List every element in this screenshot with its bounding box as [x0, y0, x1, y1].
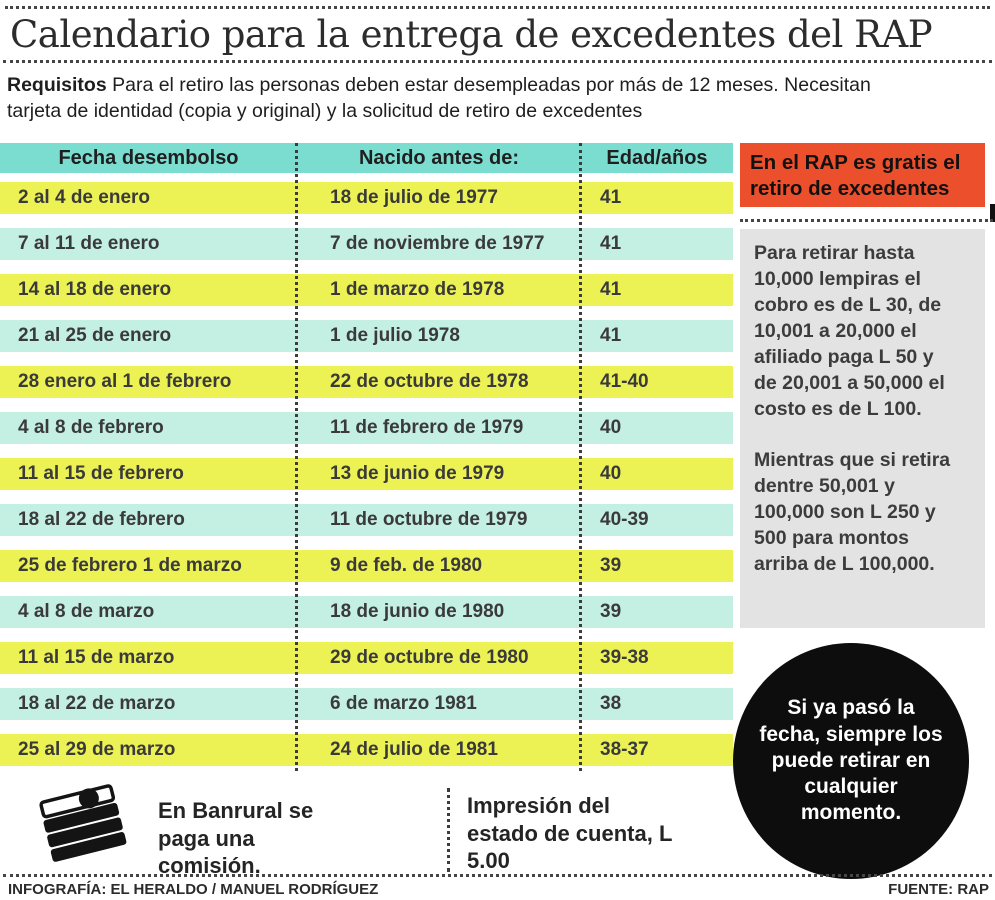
cell-nacido: 18 de junio de 1980 — [330, 601, 505, 622]
cell-edad: 41 — [600, 187, 622, 208]
cell-fecha: 18 al 22 de febrero — [18, 509, 185, 530]
table-row: 7 al 11 de enero 7 de noviembre de 1977 … — [0, 228, 733, 260]
table-row: 25 al 29 de marzo 24 de julio de 1981 38… — [0, 734, 733, 766]
cell-edad: 40 — [600, 463, 622, 484]
cell-edad: 39 — [600, 555, 622, 576]
column-separator-2 — [579, 143, 582, 771]
cell-nacido: 6 de marzo 1981 — [330, 693, 477, 714]
table-row: 11 al 15 de febrero 13 de junio de 1979 … — [0, 458, 733, 490]
table-row: 4 al 8 de febrero 11 de febrero de 1979 … — [0, 412, 733, 444]
cell-fecha: 11 al 15 de febrero — [18, 463, 184, 484]
cell-edad: 40-39 — [600, 509, 649, 530]
cell-edad: 41-40 — [600, 371, 649, 392]
title-dotted-rule — [3, 60, 992, 63]
table-row: 18 al 22 de febrero 11 de octubre de 197… — [0, 504, 733, 536]
circle-note: Si ya pasó la fecha, siempre los puede r… — [733, 643, 969, 879]
cell-fecha: 21 al 25 de enero — [18, 325, 172, 346]
cell-fecha: 25 de febrero 1 de marzo — [18, 555, 242, 576]
cell-edad: 41 — [600, 279, 622, 300]
cell-fecha: 4 al 8 de febrero — [18, 417, 164, 438]
table-row: 18 al 22 de marzo 6 de marzo 1981 38 — [0, 688, 733, 720]
cell-nacido: 11 de octubre de 1979 — [330, 509, 528, 530]
banrural-note: En Banrural se paga una comisión. — [158, 798, 314, 878]
cell-edad: 40 — [600, 417, 622, 438]
requirements-text: Requisitos Para el retiro las personas d… — [7, 72, 887, 125]
footer-credit: INFOGRAFÍA: EL HERALDO / MANUEL RODRÍGUE… — [8, 881, 379, 898]
cell-nacido: 1 de marzo de 1978 — [330, 279, 505, 300]
table-row: 11 al 15 de marzo 29 de octubre de 1980 … — [0, 642, 733, 674]
cell-fecha: 7 al 11 de enero — [18, 233, 160, 254]
cell-nacido: 22 de octubre de 1978 — [330, 371, 529, 392]
cell-nacido: 11 de febrero de 1979 — [330, 417, 524, 438]
footer-dotted-rule — [3, 874, 992, 877]
cell-fecha: 4 al 8 de marzo — [18, 601, 155, 622]
calendar-table: Fecha desembolso Nacido antes de: Edad/a… — [0, 143, 733, 766]
table-row: 25 de febrero 1 de marzo 9 de feb. de 19… — [0, 550, 733, 582]
page-title: Calendario para la entrega de excedentes… — [10, 13, 933, 56]
cell-nacido: 1 de julio 1978 — [330, 325, 460, 346]
table-row: 21 al 25 de enero 1 de julio 1978 41 — [0, 320, 733, 352]
cell-edad: 41 — [600, 233, 622, 254]
top-dotted-rule — [5, 6, 990, 9]
table-header-row: Fecha desembolso Nacido antes de: Edad/a… — [0, 143, 733, 173]
cell-edad: 41 — [600, 325, 622, 346]
sidebar-dotted-rule — [740, 219, 993, 222]
cell-nacido: 7 de noviembre de 1977 — [330, 233, 545, 254]
cell-edad: 38 — [600, 693, 622, 714]
cell-fecha: 28 enero al 1 de febrero — [18, 371, 232, 392]
impresion-note: Impresión del estado de cuenta, L 5.00 — [467, 793, 672, 873]
header-nacido: Nacido antes de: — [358, 146, 520, 169]
fees-panel: Para retirar hasta 10,000 lempiras el co… — [740, 229, 985, 628]
rap-highlight-box: En el RAP es gratis el retiro de exceden… — [740, 143, 985, 207]
notes-divider — [447, 788, 450, 872]
edge-tab-decoration — [990, 204, 995, 222]
cell-fecha: 14 al 18 de enero — [18, 279, 172, 300]
cell-nacido: 9 de feb. de 1980 — [330, 555, 483, 576]
requirements-body: Para el retiro las personas deben estar … — [7, 74, 871, 123]
cell-nacido: 13 de junio de 1979 — [330, 463, 505, 484]
cell-edad: 39-38 — [600, 647, 649, 668]
header-edad: Edad/años — [606, 146, 708, 169]
requirements-lead: Requisitos — [7, 74, 113, 96]
table-row: 4 al 8 de marzo 18 de junio de 1980 39 — [0, 596, 733, 628]
header-fecha: Fecha desembolso — [58, 146, 239, 169]
table-row: 28 enero al 1 de febrero 22 de octubre d… — [0, 366, 733, 398]
column-separator-1 — [295, 143, 298, 771]
cell-fecha: 25 al 29 de marzo — [18, 739, 176, 760]
circle-note-text: Si ya pasó la fecha, siempre los puede r… — [759, 696, 943, 825]
table-row: 14 al 18 de enero 1 de marzo de 1978 41 — [0, 274, 733, 306]
cell-nacido: 24 de julio de 1981 — [330, 739, 498, 760]
cell-fecha: 18 al 22 de marzo — [18, 693, 176, 714]
table-row: 2 al 4 de enero 18 de julio de 1977 41 — [0, 182, 733, 214]
fees-paragraph-1: Para retirar hasta 10,000 lempiras el co… — [754, 242, 945, 420]
fees-paragraph-2: Mientras que si retira dentre 50,001 y 1… — [754, 449, 951, 576]
cell-edad: 39 — [600, 601, 622, 622]
cell-edad: 38-37 — [600, 739, 649, 760]
cell-nacido: 29 de octubre de 1980 — [330, 647, 529, 668]
money-stack-icon — [36, 778, 140, 877]
cell-fecha: 2 al 4 de enero — [18, 187, 151, 208]
cell-fecha: 11 al 15 de marzo — [18, 647, 175, 668]
footer-source: FUENTE: RAP — [888, 881, 989, 898]
cell-nacido: 18 de julio de 1977 — [330, 187, 498, 208]
